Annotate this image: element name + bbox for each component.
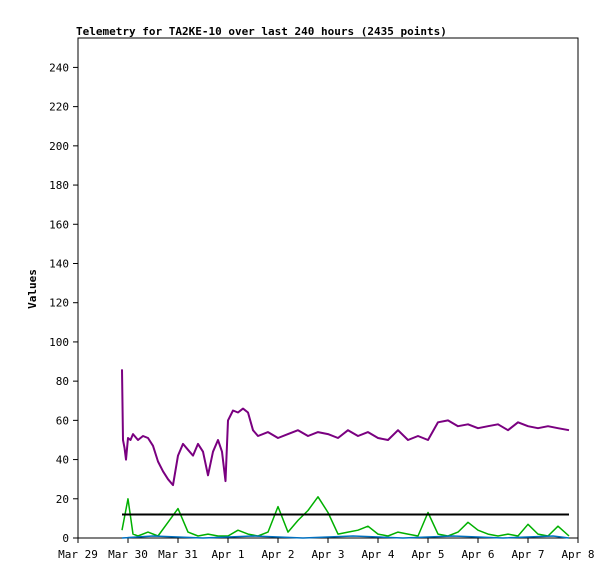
x-axis: Mar 29 Mar 30 Mar 31 Apr 1 Apr 2 Apr 3 Apr 4 Ap… bbox=[58, 538, 595, 561]
plot-frame bbox=[77, 37, 579, 539]
y-tick-label: 40 bbox=[56, 454, 69, 467]
x-tick-label: Apr 1 bbox=[211, 548, 244, 561]
y-tick-label: 60 bbox=[56, 414, 69, 427]
y-axis-label: Values bbox=[26, 269, 39, 309]
y-tick-label: 220 bbox=[49, 101, 69, 114]
y-tick-label: 240 bbox=[49, 61, 69, 74]
x-tick-label: Mar 29 bbox=[58, 548, 98, 561]
y-axis: 0 20 40 60 80 100 120 140 160 180 200 220 240 bbox=[49, 61, 78, 545]
series-line-2 bbox=[121, 535, 570, 539]
x-tick-label: Mar 31 bbox=[158, 548, 198, 561]
x-tick-label: Apr 8 bbox=[561, 548, 594, 561]
series-layer bbox=[121, 369, 570, 539]
y-tick-label: 200 bbox=[49, 140, 69, 153]
series-line-1 bbox=[121, 496, 570, 537]
y-tick-label: 20 bbox=[56, 493, 69, 506]
y-tick-label: 80 bbox=[56, 375, 69, 388]
series-line-0 bbox=[121, 369, 570, 487]
x-tick-label: Apr 4 bbox=[361, 548, 394, 561]
x-tick-label: Apr 5 bbox=[411, 548, 444, 561]
x-tick-label: Apr 3 bbox=[311, 548, 344, 561]
x-tick-label: Apr 2 bbox=[261, 548, 294, 561]
y-tick-label: 0 bbox=[62, 532, 69, 545]
x-tick-label: Apr 7 bbox=[511, 548, 544, 561]
y-tick-label: 180 bbox=[49, 179, 69, 192]
chart-title: Telemetry for TA2KE-10 over last 240 hou… bbox=[76, 25, 447, 38]
y-tick-label: 140 bbox=[49, 257, 69, 270]
y-tick-label: 100 bbox=[49, 336, 69, 349]
y-tick-label: 120 bbox=[49, 297, 69, 310]
x-tick-label: Mar 30 bbox=[108, 548, 148, 561]
x-tick-label: Apr 6 bbox=[461, 548, 494, 561]
y-tick-label: 160 bbox=[49, 218, 69, 231]
